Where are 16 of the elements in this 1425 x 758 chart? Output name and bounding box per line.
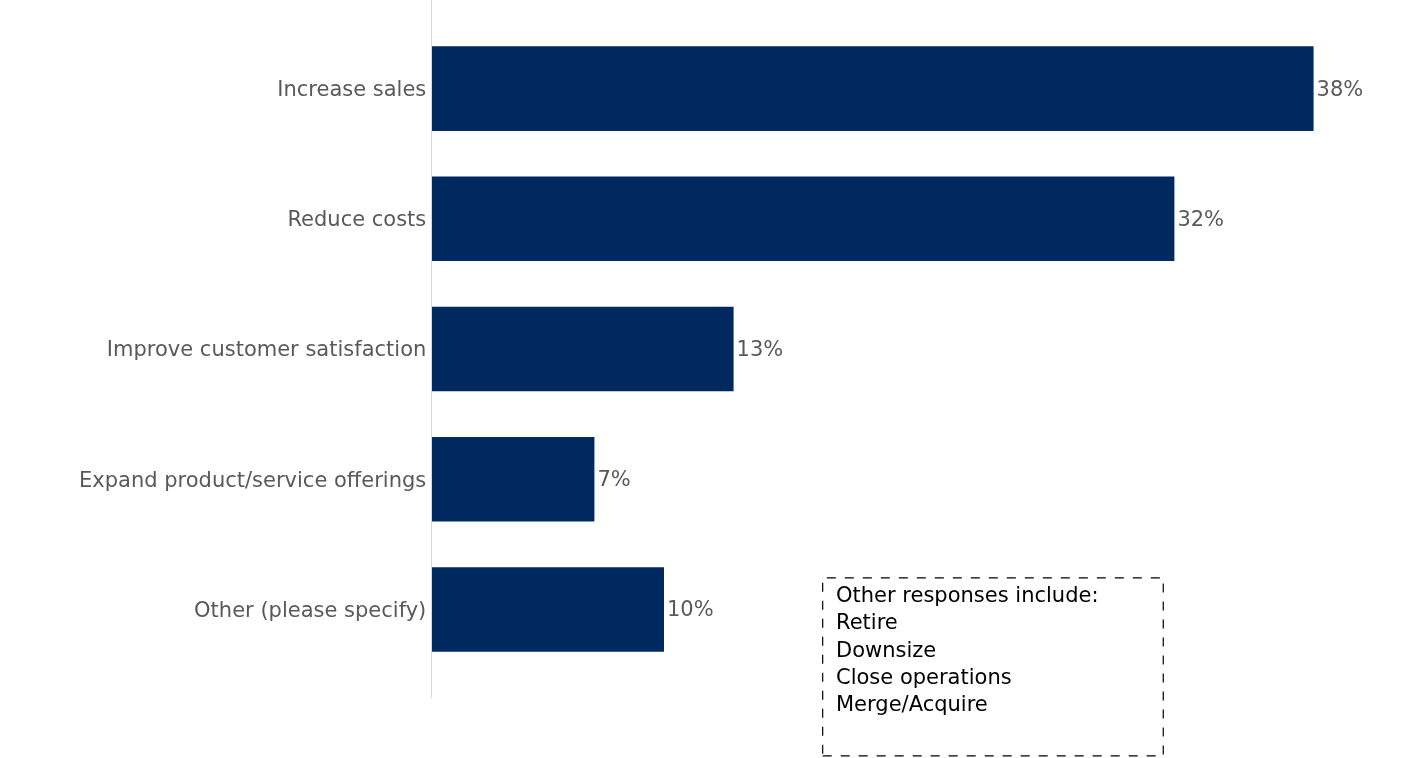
annotation: Other responses include: Retire Downsize Close operations Merge/Acquire [836, 583, 1099, 717]
bar [432, 436, 595, 522]
data-label: 38% [1316, 76, 1364, 101]
data-label: 32% [1177, 206, 1225, 231]
y-tick-label: Reduce costs [287, 207, 427, 232]
data-label: 10% [667, 597, 714, 622]
y-tick-label: Improve customer satisfaction [106, 337, 427, 362]
bar [432, 567, 664, 652]
bar [432, 176, 1175, 262]
data-label: 7% [597, 467, 631, 492]
y-tick-label: Increase sales [277, 76, 427, 101]
y-tick-label: Expand product/service offerings [79, 467, 427, 492]
bar [432, 306, 734, 392]
bar [432, 46, 1314, 131]
y-tick-label: Other (please specify) [194, 597, 427, 622]
data-label: 13% [736, 337, 784, 361]
